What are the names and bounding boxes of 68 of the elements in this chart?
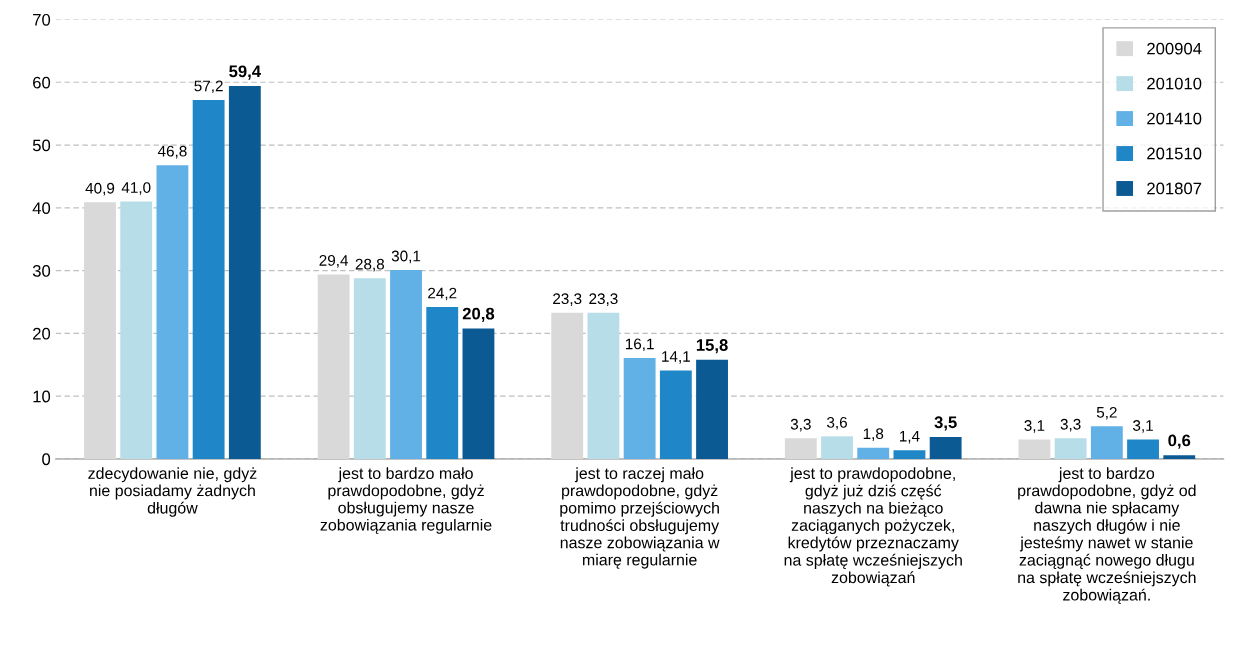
bar xyxy=(1127,439,1159,459)
bar xyxy=(390,270,422,459)
y-tick-label: 50 xyxy=(32,139,51,152)
data-label: 29,4 xyxy=(319,255,349,268)
data-label: 23,3 xyxy=(553,293,582,306)
y-tick-label: 70 xyxy=(33,13,51,26)
data-label: 59,4 xyxy=(229,65,261,80)
legend-label: 201510 xyxy=(1147,147,1202,160)
data-label: 1,4 xyxy=(899,430,920,444)
data-label: 14,1 xyxy=(662,351,690,364)
data-label: 3,3 xyxy=(1060,418,1081,432)
bar xyxy=(426,307,459,459)
x-tick-label: zdecydowanie nie, gdyż nie posiadamy żadnych długów xyxy=(88,467,257,517)
data-label: 57,2 xyxy=(194,80,223,94)
y-tick-label: 30 xyxy=(32,265,51,277)
bar xyxy=(696,359,728,459)
legend-label: 201410 xyxy=(1147,112,1202,125)
x-tick-label: jest to bardzo prawdopodobne, gdyż od dawna nie spłacamy naszych długów i nie jesteśmy nawet w stanie zaciągnąć nowego długu na spłatę wcześniejszych zobowiązań. xyxy=(1018,467,1196,604)
bar xyxy=(192,99,225,459)
bar xyxy=(1090,426,1123,459)
y-tick-label: 40 xyxy=(32,202,51,215)
bar xyxy=(462,328,495,459)
data-label: 3,3 xyxy=(790,418,811,432)
y-tick-label: 10 xyxy=(33,390,51,403)
x-tick-label: jest to bardzo mało prawdopodobne, gdyż obsługujemy nasze zobowiązania regularnie xyxy=(320,467,492,534)
bar xyxy=(659,370,692,459)
bar xyxy=(317,274,350,459)
data-label: 20,8 xyxy=(462,307,495,322)
legend-label: 201807 xyxy=(1147,182,1202,195)
bar xyxy=(1054,438,1087,459)
data-label: 28,8 xyxy=(355,258,385,272)
data-label: 46,8 xyxy=(157,145,187,159)
data-label: 1,8 xyxy=(863,428,884,441)
data-label: 41,0 xyxy=(121,182,151,195)
bar xyxy=(1018,439,1051,459)
data-label: 24,2 xyxy=(428,287,457,301)
bar xyxy=(821,436,853,459)
data-label: 23,3 xyxy=(589,293,618,306)
bar xyxy=(228,86,261,459)
data-label: 30,1 xyxy=(391,250,421,264)
data-label: 40,9 xyxy=(85,182,115,196)
bar xyxy=(587,312,620,459)
data-label: 3,1 xyxy=(1024,420,1045,433)
bar xyxy=(120,201,153,459)
bar xyxy=(929,436,962,459)
data-label: 15,8 xyxy=(696,339,728,354)
bar xyxy=(857,447,890,459)
bar xyxy=(623,357,656,459)
x-tick-label: jest to prawdopodobne, gdyż już dziś część naszych na bieżąco zaciąganych pożyczek, kredytów przeznaczamy na spłatę wcześniejszych zobowiązań xyxy=(784,467,962,587)
legend-label: 201010 xyxy=(1147,77,1202,90)
bar xyxy=(156,165,189,459)
legend-label: 200904 xyxy=(1147,42,1202,55)
bar xyxy=(893,450,926,459)
bar xyxy=(353,278,386,459)
bar xyxy=(1163,455,1196,459)
bar xyxy=(784,438,817,459)
data-label: 5,2 xyxy=(1096,406,1117,420)
y-tick-label: 20 xyxy=(33,327,51,340)
data-label: 16,1 xyxy=(625,338,654,352)
y-tick-label: 60 xyxy=(33,76,51,89)
x-tick-label: jest to raczej mało prawdopodobne, gdyż pomimo przejściowych trudności obsługujemy nasze zobowiązania w miarę regularnie xyxy=(560,467,720,569)
data-label: 3,6 xyxy=(826,416,847,430)
data-label: 3,5 xyxy=(934,416,957,431)
y-tick-label: 0 xyxy=(42,453,51,466)
bar xyxy=(84,202,116,459)
data-label: 0,6 xyxy=(1168,434,1191,449)
data-label: 3,1 xyxy=(1133,420,1153,433)
bar xyxy=(551,312,584,459)
